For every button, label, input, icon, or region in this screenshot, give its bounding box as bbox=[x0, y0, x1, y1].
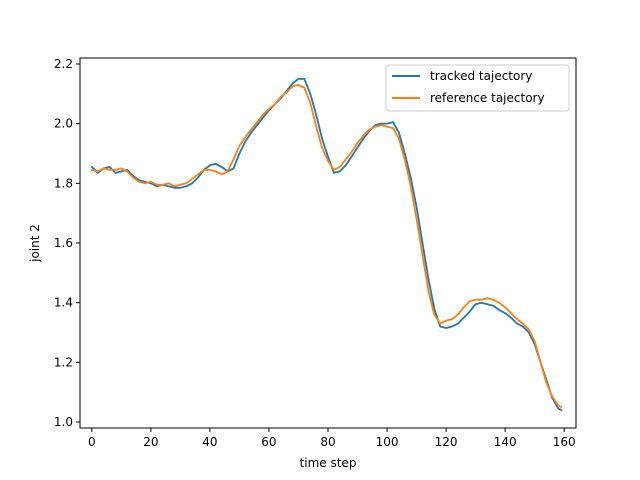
x-tick-label: 80 bbox=[320, 435, 335, 449]
y-tick-label: 2.0 bbox=[54, 117, 73, 131]
x-tick-label: 20 bbox=[143, 435, 158, 449]
x-tick-label: 40 bbox=[202, 435, 217, 449]
x-tick-label: 160 bbox=[553, 435, 576, 449]
x-tick-label: 120 bbox=[435, 435, 458, 449]
series-lines bbox=[90, 78, 563, 412]
legend: tracked tajectory reference tajectory bbox=[385, 64, 570, 112]
y-tick-label: 1.0 bbox=[54, 415, 73, 429]
legend-label-tracked: tracked tajectory bbox=[430, 69, 532, 83]
x-axis-label: time step bbox=[300, 456, 357, 470]
x-tick-label: 60 bbox=[261, 435, 276, 449]
y-axis-label: joint 2 bbox=[28, 224, 42, 263]
y-tick-label: 1.2 bbox=[54, 355, 73, 369]
y-axis: 1.0 1.2 1.4 1.6 1.8 2.0 2.2 bbox=[54, 57, 80, 429]
x-axis: 0 20 40 60 80 100 120 140 160 bbox=[88, 428, 576, 449]
y-tick-label: 1.6 bbox=[54, 236, 73, 250]
x-tick-label: 100 bbox=[376, 435, 399, 449]
series-line-1 bbox=[90, 84, 563, 409]
legend-label-reference: reference tajectory bbox=[430, 91, 545, 105]
y-tick-label: 1.8 bbox=[54, 176, 73, 190]
legend-box bbox=[385, 64, 570, 112]
series-line-0 bbox=[90, 78, 563, 412]
x-tick-label: 140 bbox=[494, 435, 517, 449]
y-tick-label: 1.4 bbox=[54, 296, 73, 310]
x-tick-label: 0 bbox=[88, 435, 96, 449]
y-tick-label: 2.2 bbox=[54, 57, 73, 71]
axes-frame bbox=[79, 57, 577, 429]
